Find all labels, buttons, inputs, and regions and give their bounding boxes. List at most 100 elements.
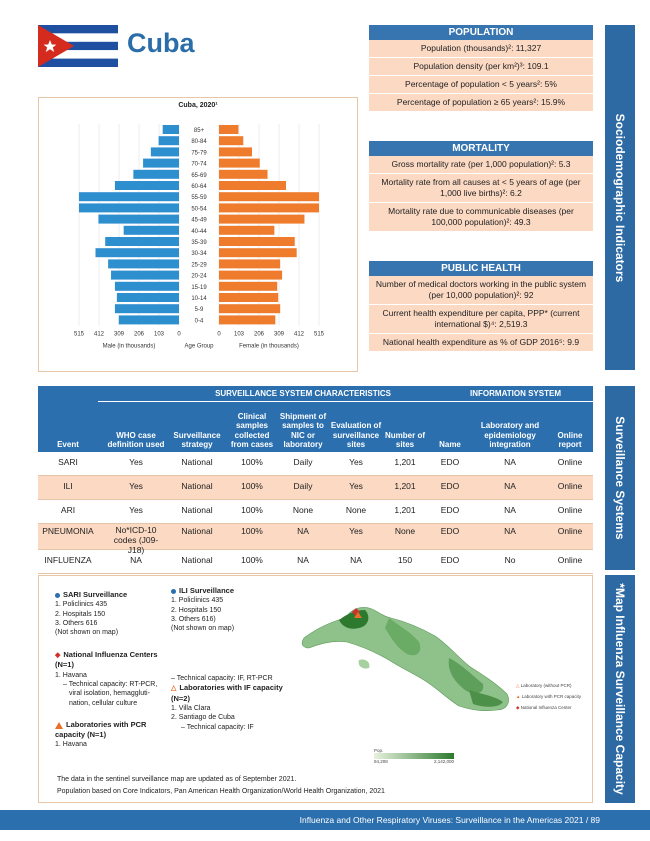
male-bar	[114, 304, 179, 314]
table-cell: NA	[504, 481, 516, 491]
female-bar	[219, 192, 319, 202]
side-tab-label: Sociodemographic Indicators	[613, 113, 627, 282]
male-bar	[114, 181, 179, 190]
female-bar	[219, 169, 268, 179]
age-group-label: 35-39	[191, 240, 207, 246]
table-cell: Online	[557, 526, 583, 536]
male-bar	[105, 237, 179, 246]
side-tab-label: *Map Influenza Surveillance Capacity	[613, 583, 627, 795]
female-bar	[219, 281, 278, 291]
table-cell: Yes	[349, 481, 363, 491]
female-bar	[219, 203, 319, 213]
table-cell: PNEUMONIA	[42, 526, 94, 536]
female-bar	[219, 270, 283, 280]
table-cell: No*ICD-10 codes (J09-J18)	[113, 525, 159, 555]
female-axis-label: Female (in thousands)	[239, 344, 299, 350]
age-group-label: 45-49	[191, 218, 207, 224]
age-group-label: 65-69	[191, 173, 207, 179]
female-bar	[219, 147, 253, 157]
side-tab-surveillance: Surveillance Systems	[605, 386, 635, 570]
female-bar	[219, 315, 276, 325]
surveillance-table: SURVEILLANCE SYSTEM CHARACTERISTICS INFO…	[38, 386, 593, 574]
table-cell: SARI	[58, 457, 78, 467]
male-bar	[116, 293, 179, 302]
male-bar	[143, 158, 179, 168]
age-group-label: 60-64	[191, 184, 207, 190]
axis-tick-label: 0	[217, 332, 221, 338]
table-cell: EDO	[440, 526, 460, 536]
female-bar	[219, 181, 286, 190]
public-health-panel: PUBLIC HEALTH Number of medical doctors …	[369, 261, 593, 353]
table-cell: NA	[504, 505, 516, 515]
legend-item: (Not shown on map)	[55, 629, 119, 637]
public-health-row: Number of medical doctors working in the…	[369, 276, 593, 306]
population-panel: POPULATION Population (thousands)²: 11,3…	[369, 25, 593, 113]
axis-tick-label: 206	[134, 332, 145, 338]
legend-item: 1. Policlinics 435	[171, 597, 224, 605]
map-note: Population based on Core Indicators, Pan…	[57, 788, 385, 795]
column-header: WHO case definition used	[107, 430, 165, 449]
age-group-label: 5-9	[195, 307, 204, 313]
table-cell: Yes	[129, 457, 143, 467]
axis-tick-label: 515	[314, 332, 325, 338]
age-group-label: 50-54	[191, 206, 207, 212]
population-row: Population (thousands)²: 11,327	[369, 40, 593, 59]
side-tab-label: Surveillance Systems	[613, 416, 627, 540]
table-row: ILI Yes National 100% Daily Yes 1,201 EDO NA Onli…	[38, 476, 593, 500]
male-bar	[111, 270, 179, 280]
nic-legend: ◆ National Influenza Centers (N=1) 1. Hav…	[55, 650, 175, 708]
male-bar	[158, 136, 179, 146]
table-cell: 100%	[241, 555, 263, 565]
table-cell: 1,201	[394, 457, 416, 467]
column-header: Evaluation of surveillance sites	[330, 421, 382, 449]
pcr-lab-marker	[354, 612, 362, 618]
table-cell: 1,201	[394, 505, 416, 515]
male-bar	[133, 169, 179, 179]
diamond-icon: ◆	[516, 704, 520, 710]
table-cell: EDO	[440, 481, 460, 491]
sari-legend: SARI Surveillance 1. Policlinics 435 2. …	[55, 590, 175, 638]
table-cell: NA	[350, 555, 362, 565]
column-header: Online report	[557, 430, 583, 449]
map-legend-item: Laboratory with PCR capacity	[521, 693, 582, 699]
axis-tick-label: 515	[74, 332, 85, 338]
legend-item: – Technical capacity: IF, RT-PCR	[171, 675, 273, 682]
table-cell: Yes	[349, 526, 363, 536]
cuba-province	[448, 658, 484, 694]
axis-tick-label: 103	[154, 332, 165, 338]
mortality-row: Mortality rate from all causes at < 5 ye…	[369, 174, 593, 204]
male-bar	[150, 147, 179, 157]
age-group-label: 75-79	[191, 150, 207, 156]
table-cell: INFLUENZA	[44, 555, 92, 565]
side-tab-sociodemographic: Sociodemographic Indicators	[605, 25, 635, 370]
table-row: INFLUENZA NA National 100% NA NA 150 EDO No Onlin…	[38, 550, 593, 574]
legend-item: 2. Hospitals 150	[55, 610, 106, 618]
legend-item: – Technical capacity: IF	[181, 723, 254, 731]
female-bar	[219, 304, 281, 314]
axis-tick-label: 309	[114, 332, 125, 338]
age-group-label: 25-29	[191, 262, 207, 268]
male-bar	[79, 203, 179, 213]
age-group-label: 30-34	[191, 251, 207, 257]
circle-icon	[171, 588, 176, 594]
page-footer: Influenza and Other Respiratory Viruses:…	[0, 810, 650, 830]
table-cell: 150	[397, 555, 413, 565]
triangle-outline-icon: △	[516, 683, 520, 688]
cuba-map	[301, 607, 509, 712]
axis-tick-label: 103	[234, 332, 245, 338]
legend-item: 1. Policlinics 435	[55, 601, 108, 609]
male-axis-label: Male (in thousands)	[103, 344, 156, 350]
population-pyramid: Cuba, 2020¹ 85+ 80-84 75-79 70-74 65-69 60-64…	[38, 97, 358, 372]
group-divider	[448, 401, 593, 402]
male-bar	[108, 259, 179, 269]
age-group-label: 0-4	[195, 318, 204, 324]
male-bar	[79, 192, 179, 202]
female-bar	[219, 158, 260, 168]
male-bar	[98, 214, 179, 224]
female-bar	[219, 136, 244, 146]
table-cell: NA	[297, 555, 309, 565]
scale-title: Pop.	[374, 748, 384, 753]
public-health-row: National health expenditure as % of GDP …	[369, 334, 593, 353]
table-cell: NA	[130, 555, 142, 565]
table-cell: National	[181, 481, 213, 491]
